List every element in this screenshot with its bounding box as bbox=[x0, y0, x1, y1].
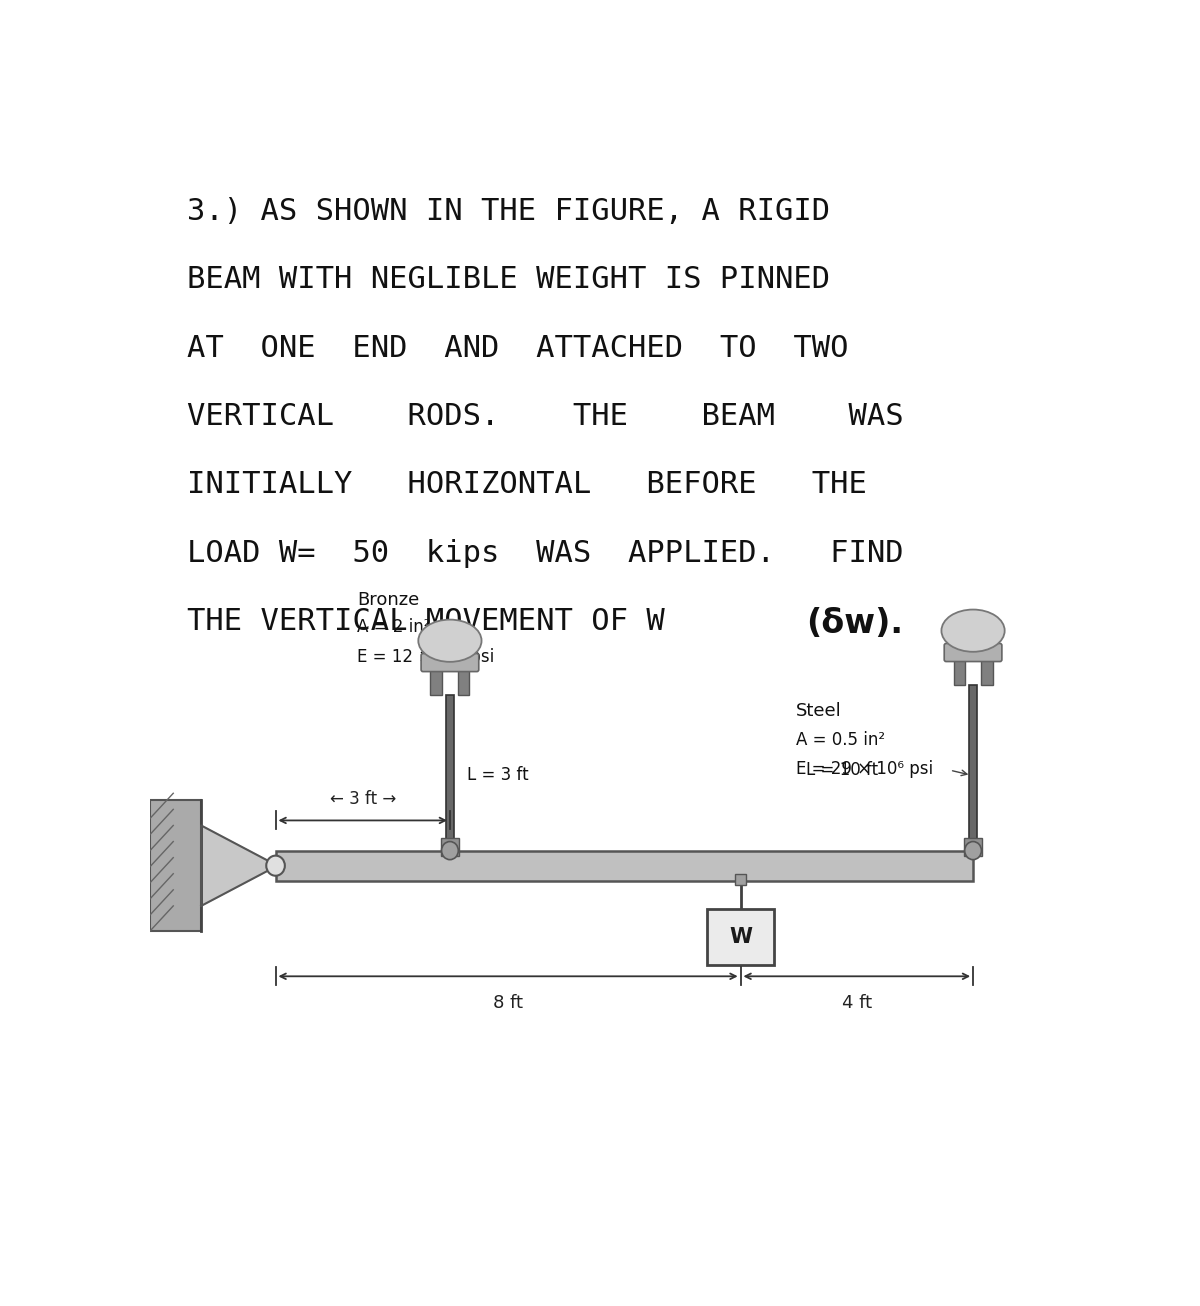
Text: A = 0.5 in²: A = 0.5 in² bbox=[797, 731, 886, 750]
Text: Bronze: Bronze bbox=[356, 592, 419, 609]
FancyBboxPatch shape bbox=[736, 874, 745, 885]
FancyBboxPatch shape bbox=[707, 909, 774, 965]
FancyBboxPatch shape bbox=[276, 850, 973, 880]
FancyBboxPatch shape bbox=[964, 838, 983, 855]
FancyBboxPatch shape bbox=[458, 670, 469, 695]
Ellipse shape bbox=[419, 619, 481, 662]
FancyBboxPatch shape bbox=[954, 660, 965, 684]
Circle shape bbox=[266, 855, 284, 876]
Text: A = 2 in²: A = 2 in² bbox=[356, 619, 431, 636]
Text: INITIALLY   HORIZONTAL   BEFORE   THE: INITIALLY HORIZONTAL BEFORE THE bbox=[187, 470, 868, 499]
Text: 8 ft: 8 ft bbox=[493, 994, 523, 1012]
FancyBboxPatch shape bbox=[446, 695, 454, 850]
FancyBboxPatch shape bbox=[970, 684, 977, 850]
Text: THE VERTICAL MOVEMENT OF W: THE VERTICAL MOVEMENT OF W bbox=[187, 607, 665, 636]
Text: E = 29 × 10⁶ psi: E = 29 × 10⁶ psi bbox=[797, 760, 934, 778]
Text: VERTICAL    RODS.    THE    BEAM    WAS: VERTICAL RODS. THE BEAM WAS bbox=[187, 402, 904, 431]
FancyBboxPatch shape bbox=[944, 644, 1002, 662]
Ellipse shape bbox=[942, 610, 1004, 652]
Text: ← 3 ft →: ← 3 ft → bbox=[330, 790, 396, 808]
Text: W: W bbox=[730, 927, 752, 947]
Text: 4 ft: 4 ft bbox=[841, 994, 872, 1012]
FancyBboxPatch shape bbox=[440, 838, 460, 855]
FancyBboxPatch shape bbox=[421, 653, 479, 671]
FancyBboxPatch shape bbox=[431, 670, 442, 695]
Text: E = 12 × 10⁶ psi: E = 12 × 10⁶ psi bbox=[356, 648, 494, 666]
Text: L = 3 ft: L = 3 ft bbox=[467, 767, 528, 784]
Text: 3.) AS SHOWN IN THE FIGURE, A RIGID: 3.) AS SHOWN IN THE FIGURE, A RIGID bbox=[187, 197, 830, 226]
Text: LOAD W=  50  kips  WAS  APPLIED.   FIND: LOAD W= 50 kips WAS APPLIED. FIND bbox=[187, 539, 904, 568]
FancyBboxPatch shape bbox=[982, 660, 992, 684]
Text: BEAM WITH NEGLIBLE WEIGHT IS PINNED: BEAM WITH NEGLIBLE WEIGHT IS PINNED bbox=[187, 265, 830, 294]
Polygon shape bbox=[202, 825, 277, 906]
Text: (δw).: (δw). bbox=[805, 607, 902, 640]
Circle shape bbox=[965, 841, 982, 859]
Circle shape bbox=[442, 841, 458, 859]
FancyBboxPatch shape bbox=[150, 801, 202, 931]
Text: AT  ONE  END  AND  ATTACHED  TO  TWO: AT ONE END AND ATTACHED TO TWO bbox=[187, 334, 848, 363]
Text: L = 10 ft: L = 10 ft bbox=[805, 761, 877, 780]
Text: Steel: Steel bbox=[797, 701, 842, 720]
